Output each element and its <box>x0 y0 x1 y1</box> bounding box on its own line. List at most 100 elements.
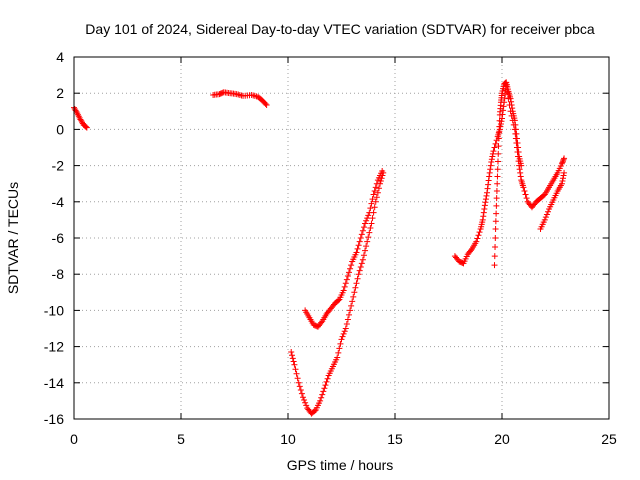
data-point <box>298 390 305 397</box>
data-point <box>347 307 354 314</box>
data-point <box>341 283 348 290</box>
y-tick-label: -8 <box>52 266 65 282</box>
data-point <box>559 177 566 184</box>
data-point <box>479 216 486 223</box>
x-tick-label: 15 <box>387 431 403 447</box>
data-point <box>335 349 342 356</box>
data-point <box>291 361 298 368</box>
data-point <box>83 124 90 131</box>
data-point <box>344 316 351 323</box>
y-axis-label: SDTVAR / TECUs <box>5 182 21 294</box>
data-point <box>494 158 501 165</box>
data-point <box>495 135 502 142</box>
data-point <box>485 181 492 188</box>
data-point <box>492 218 499 225</box>
data-point <box>372 198 379 205</box>
data-point <box>357 235 364 241</box>
data-point <box>318 319 325 326</box>
data-point <box>495 143 502 150</box>
data-point <box>320 388 327 395</box>
data-point <box>558 180 565 187</box>
data-point <box>337 340 344 347</box>
data-point <box>347 265 354 272</box>
data-point <box>373 194 380 201</box>
data-point <box>483 192 490 199</box>
data-point <box>493 210 500 217</box>
data-point <box>318 394 325 401</box>
data-point <box>363 217 370 224</box>
data-point <box>354 275 361 282</box>
data-point <box>542 214 549 221</box>
data-point <box>340 330 347 337</box>
data-point <box>323 378 330 385</box>
data-point <box>339 333 346 340</box>
data-point <box>508 101 515 108</box>
x-tick-label: 25 <box>601 431 617 447</box>
data-point <box>358 260 365 267</box>
data-point <box>322 382 329 389</box>
y-tick-label: 4 <box>56 49 64 65</box>
data-point <box>359 227 366 234</box>
data-point <box>491 144 498 151</box>
data-point <box>342 280 349 287</box>
data-point <box>517 169 524 176</box>
data-point <box>370 191 377 198</box>
y-ticks: -16 -14 -12 -10 -8 -6 -4 -2 0 2 4 <box>44 49 609 427</box>
data-point <box>490 148 497 155</box>
data-point <box>351 289 358 296</box>
data-point <box>348 302 355 309</box>
data-point <box>517 173 524 180</box>
data-point <box>513 135 520 142</box>
data-point <box>262 100 269 107</box>
data-point <box>365 212 372 219</box>
data-point <box>352 284 359 291</box>
data-point <box>492 244 499 251</box>
data-point <box>360 252 367 259</box>
data-point <box>518 162 525 169</box>
data-point <box>489 150 496 157</box>
data-point <box>543 211 550 218</box>
data-point <box>353 280 360 287</box>
y-tick-label: -12 <box>44 339 64 355</box>
data-point <box>356 238 363 245</box>
data-point <box>559 159 566 166</box>
data-point <box>516 166 523 173</box>
y-tick-label: 0 <box>56 121 64 137</box>
data-point <box>297 387 304 394</box>
data-point <box>355 271 362 278</box>
data-point <box>492 225 499 232</box>
data-point <box>488 156 495 163</box>
data-point <box>296 383 303 390</box>
data-point <box>357 263 364 270</box>
data-point <box>508 98 515 105</box>
y-tick-label: -6 <box>52 230 65 246</box>
data-point <box>509 105 516 112</box>
data-point <box>558 160 565 167</box>
data-point <box>561 169 568 176</box>
data-point <box>522 191 529 198</box>
data-point <box>263 101 270 108</box>
y-tick-label: -16 <box>44 411 64 427</box>
data-point <box>350 293 357 300</box>
data-point <box>520 184 527 191</box>
data-point <box>481 206 488 213</box>
data-point <box>495 150 502 157</box>
data-point <box>367 225 374 232</box>
data-point <box>559 158 566 165</box>
data-point <box>349 298 356 305</box>
data-point <box>496 123 503 130</box>
x-tick-label: 20 <box>494 431 510 447</box>
data-point <box>373 180 380 187</box>
data-point <box>467 247 474 254</box>
data-point <box>494 173 501 180</box>
data-point <box>340 287 347 294</box>
data-point <box>480 209 487 216</box>
data-point <box>288 349 295 356</box>
data-point <box>359 256 366 263</box>
data-point <box>473 238 480 245</box>
data-point <box>303 402 310 409</box>
data-point <box>362 247 369 254</box>
data-point <box>485 177 492 184</box>
data-point <box>289 355 296 362</box>
data-point <box>341 328 348 335</box>
